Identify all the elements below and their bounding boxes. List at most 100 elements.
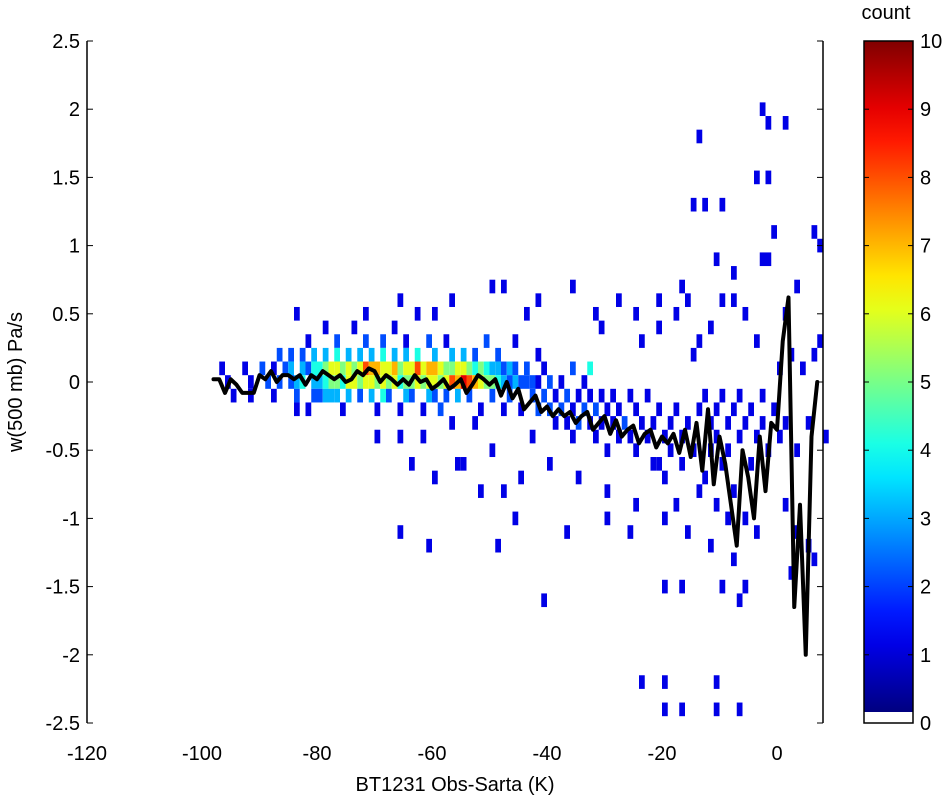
heatmap-cell <box>472 361 478 376</box>
heatmap-cell <box>432 375 438 389</box>
heatmap-cell <box>593 429 599 444</box>
heatmap-cell <box>409 457 415 471</box>
heatmap-cell <box>667 443 674 458</box>
heatmap-cell <box>478 361 484 376</box>
x-tick-label: -100 <box>182 743 222 765</box>
heatmap-cell <box>736 388 743 403</box>
heatmap-cell <box>800 361 806 376</box>
heatmap-cell <box>374 361 381 376</box>
heatmap-cell <box>495 347 501 362</box>
heatmap-cell <box>230 388 237 403</box>
heatmap-cell <box>483 361 490 376</box>
x-tick-label: -40 <box>533 743 562 765</box>
heatmap-cell <box>535 293 542 307</box>
y-axis-label: w(500 mb) Pa/s <box>5 312 27 453</box>
heatmap-cell <box>334 347 340 362</box>
heatmap-cell <box>662 470 668 485</box>
heatmap-cell <box>690 347 697 362</box>
heatmap-cell <box>305 402 312 417</box>
heatmap-cell <box>512 511 519 526</box>
heatmap-cell <box>736 702 743 717</box>
heatmap-cell <box>656 293 662 307</box>
x-tick-labels: -120 -100 -80 -60 -40 -20 0 <box>67 743 783 765</box>
heatmap-cell <box>702 388 708 403</box>
heatmap-cell <box>506 375 513 389</box>
heatmap-cell <box>351 375 358 389</box>
heatmap-cell <box>685 416 691 430</box>
heatmap-cell <box>759 252 766 267</box>
heatmap-cell <box>299 361 306 376</box>
heatmap-cell <box>397 525 404 539</box>
heatmap-cell <box>489 361 496 376</box>
x-tick-label: 0 <box>771 743 782 765</box>
heatmap-cell <box>547 457 553 471</box>
heatmap-cell <box>598 320 605 335</box>
heatmap-cell <box>466 388 473 403</box>
heatmap-cell <box>414 375 421 389</box>
heatmap-cell <box>518 470 524 485</box>
heatmap-cell <box>443 361 450 376</box>
heatmap-cell <box>432 306 438 321</box>
heatmap-cell <box>455 457 461 471</box>
heatmap-cell <box>650 457 657 471</box>
heatmap-cell <box>788 566 795 580</box>
heatmap-cell <box>713 429 720 444</box>
heatmap-cell <box>759 102 766 117</box>
heatmap-cell <box>242 361 248 376</box>
heatmap-cell <box>305 334 312 348</box>
heatmap-cell <box>340 361 346 376</box>
heatmap-cell <box>564 416 570 430</box>
heatmap-cell <box>288 361 294 376</box>
heatmap-cell <box>529 429 536 444</box>
heatmap-cell <box>748 402 754 417</box>
heatmap-cell <box>708 538 714 553</box>
heatmap-cell <box>529 388 536 403</box>
heatmap-cell <box>725 443 731 458</box>
heatmap-cell <box>593 306 599 321</box>
heatmap-cell <box>294 402 300 417</box>
heatmap-cell <box>604 402 611 417</box>
heatmap-cell <box>374 402 381 417</box>
heatmap-cell <box>478 484 484 498</box>
heatmap-cell <box>731 293 737 307</box>
heatmap-cell <box>363 375 369 389</box>
heatmap-cell <box>294 375 300 389</box>
heatmap-cell <box>673 402 680 417</box>
heatmap-cell <box>409 361 415 376</box>
heatmap-cell <box>633 443 639 458</box>
heatmap-cell <box>656 320 662 335</box>
heatmap-cell <box>547 375 553 389</box>
heatmap-cell <box>696 402 703 417</box>
heatmap-cell <box>639 675 645 689</box>
heatmap-cell <box>374 429 381 444</box>
heatmap-cell <box>558 375 565 389</box>
heatmap-cell <box>374 375 381 389</box>
colorbar-gradient <box>864 41 913 712</box>
heatmap-cell <box>489 443 496 458</box>
heatmap-cell <box>328 375 335 389</box>
heatmap-cell <box>702 197 708 212</box>
heatmap-cell <box>334 334 340 348</box>
heatmap-cell <box>357 361 363 376</box>
colorbar: 0 1 2 3 4 5 6 7 8 9 10 count <box>862 2 943 735</box>
heatmap-cell <box>294 388 300 403</box>
heatmap-cell <box>380 347 386 362</box>
heatmap-cell <box>685 293 691 307</box>
heatmap-cell <box>391 361 398 376</box>
heatmap-cell <box>719 293 726 307</box>
heatmap-cell <box>334 388 340 403</box>
heatmap-cell <box>368 375 375 389</box>
heatmap-cell <box>305 361 312 376</box>
heatmap-cell <box>340 402 346 417</box>
heatmap-cell <box>725 416 731 430</box>
heatmap-cell <box>679 702 685 717</box>
heatmap-cell <box>460 361 467 376</box>
heatmap-cell <box>610 388 616 403</box>
heatmap-cell <box>742 416 749 430</box>
heatmap-cell <box>363 306 369 321</box>
heatmap-cell <box>552 388 559 403</box>
heatmap-cell <box>420 402 427 417</box>
heatmap-cell <box>386 361 392 376</box>
heatmap-cell <box>248 375 254 389</box>
heatmap-cell <box>466 361 473 376</box>
